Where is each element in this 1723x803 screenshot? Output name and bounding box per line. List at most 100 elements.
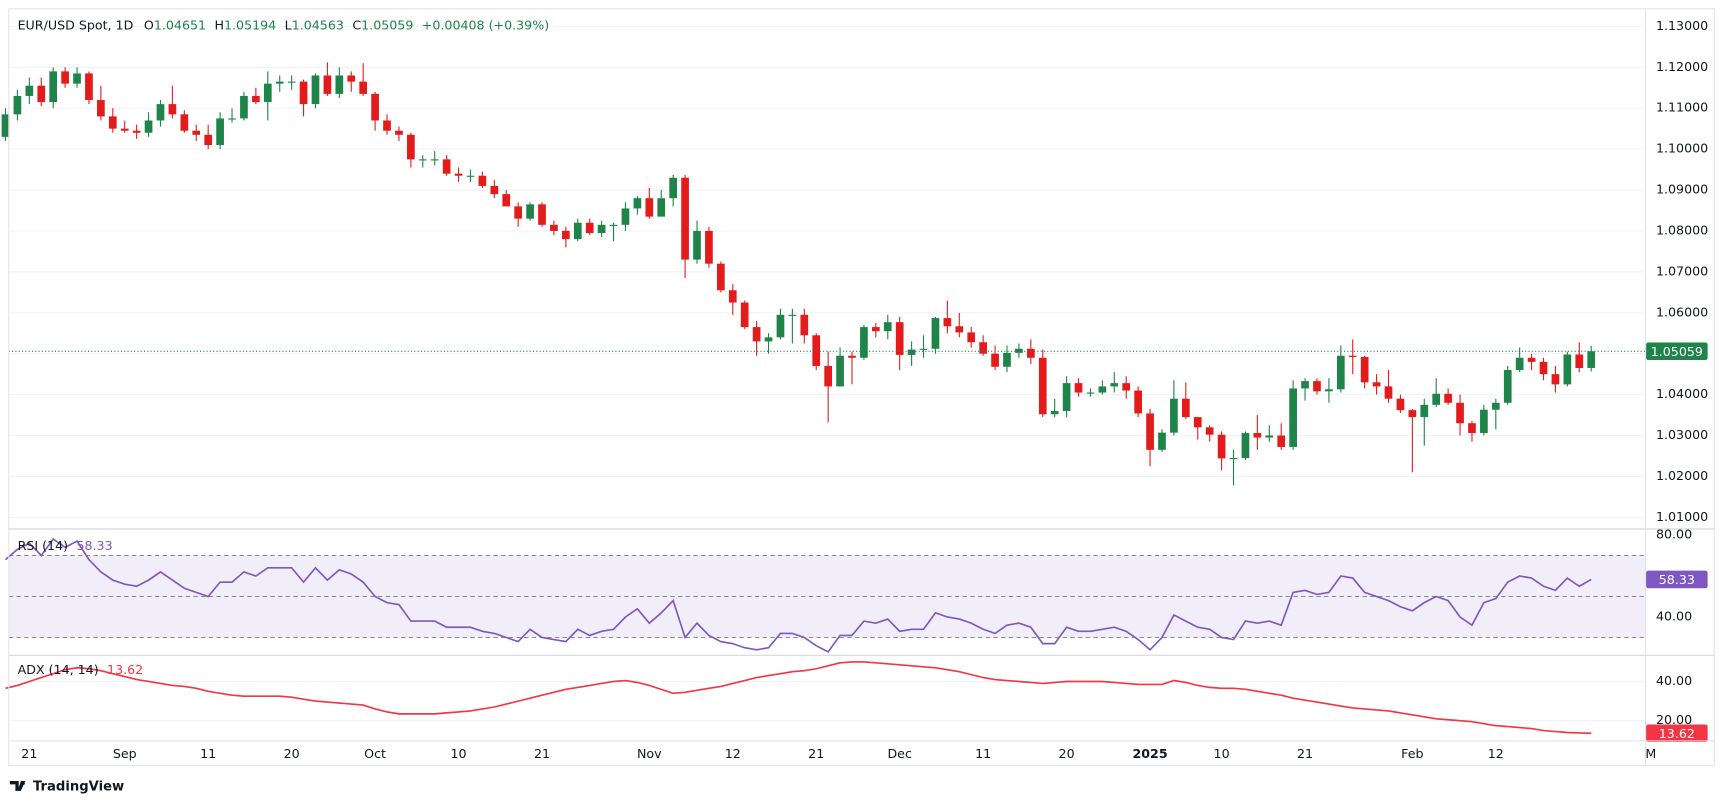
candle-body: [1062, 383, 1071, 411]
candle-body: [1515, 357, 1524, 371]
candle-body: [1026, 348, 1035, 358]
candle-body: [633, 198, 642, 209]
candle-body: [97, 100, 105, 117]
candle-body: [1146, 413, 1154, 450]
y-tick-label: 1.11000: [1656, 100, 1708, 115]
candle-body: [1313, 381, 1321, 392]
candle-body: [717, 263, 725, 291]
candle-body: [13, 95, 22, 115]
legend-header: EUR/USD Spot, 1D O1.04651 H1.05194 L1.04…: [18, 17, 550, 32]
candle-body: [1575, 354, 1584, 368]
candle-body: [1384, 386, 1393, 399]
candle-body: [597, 224, 606, 233]
candle-body: [871, 327, 880, 332]
candle-body: [168, 104, 177, 115]
logo-text: TradingView: [33, 780, 124, 795]
candle-body: [848, 355, 856, 358]
ohlc-value: 1.05059: [361, 17, 413, 32]
candle-body: [1289, 388, 1297, 447]
candle-body: [240, 95, 248, 119]
x-tick-label: 21: [534, 746, 550, 761]
y-tick-label: 1.08000: [1656, 222, 1708, 237]
candle-body: [204, 134, 213, 146]
y-tick-label: 1.13000: [1656, 18, 1708, 33]
candle-body: [466, 175, 475, 177]
candle-body: [1372, 382, 1381, 387]
y-tick-label: 40.00: [1656, 608, 1692, 623]
candle-body: [514, 206, 523, 219]
candle-body: [1503, 370, 1512, 403]
frame: [8, 8, 1715, 767]
candle-body: [991, 353, 999, 367]
candle-body: [1563, 354, 1572, 385]
last-value-box: [1646, 570, 1708, 589]
candle-body: [1587, 351, 1596, 368]
candle-body: [1, 114, 10, 137]
x-tick-label: 12: [725, 746, 741, 761]
adx-legend: ADX (14, 14) 13.62: [18, 662, 144, 677]
candle-body: [1348, 355, 1357, 357]
candle-body: [1217, 434, 1226, 459]
y-tick-label: 1.10000: [1656, 141, 1708, 156]
candle-body: [1229, 458, 1238, 460]
candle-body: [1468, 423, 1476, 434]
candle-body: [526, 204, 534, 219]
candle-body: [1086, 392, 1095, 394]
y-tick-label: 1.12000: [1656, 59, 1708, 74]
y-tick-label: 1.07000: [1656, 263, 1708, 278]
candle-body: [442, 159, 451, 174]
candle-body: [1551, 374, 1560, 385]
x-tick-label: 11: [200, 746, 216, 761]
y-tick-label: 1.09000: [1656, 182, 1708, 197]
candle-body: [669, 177, 678, 199]
symbol-title: EUR/USD Spot, 1D: [18, 17, 134, 32]
candle-body: [85, 73, 93, 101]
ohlc-value: 1.05194: [224, 17, 276, 32]
candle-body: [645, 198, 654, 217]
last-price-label: 1.05059: [1651, 344, 1703, 359]
candle-body: [883, 322, 892, 332]
candle-body: [1277, 435, 1286, 447]
candle-body: [299, 81, 308, 105]
candle-body: [347, 75, 356, 82]
candle-body: [156, 104, 165, 121]
candle-body: [1181, 398, 1190, 418]
candle-body: [919, 348, 928, 350]
candle-body: [49, 71, 58, 103]
candle-body: [263, 83, 272, 103]
x-tick-label: Oct: [364, 746, 386, 761]
candle-body: [550, 224, 558, 231]
ohlc-label: H: [215, 17, 225, 32]
candle-body: [562, 230, 570, 240]
last-value-box: [1646, 724, 1708, 743]
indicator-value: 13.62: [107, 662, 143, 677]
candle-body: [25, 85, 34, 96]
candle-body: [1122, 383, 1131, 391]
x-tick-label: 20: [1059, 746, 1075, 761]
candle-body: [657, 198, 666, 217]
candle-body: [800, 314, 809, 336]
candle-body: [1170, 398, 1178, 433]
indicator-value: 58.33: [76, 537, 112, 552]
candle-body: [836, 355, 844, 387]
candle-body: [1098, 386, 1107, 393]
x-tick-label: Dec: [887, 746, 911, 761]
indicator-line: [4, 537, 1592, 653]
candle-body: [728, 290, 737, 303]
candle-body: [454, 173, 463, 176]
candle-body: [252, 95, 260, 103]
candle-body: [1015, 348, 1023, 353]
candle-body: [907, 349, 916, 355]
candle-body: [812, 335, 821, 366]
candle-body: [1158, 432, 1166, 450]
candle-body: [955, 326, 964, 333]
candle-body: [967, 332, 976, 343]
x-tick-label: Feb: [1401, 746, 1423, 761]
ohlc-label: C: [352, 17, 361, 32]
logo: TradingView: [9, 780, 124, 795]
x-tick-label: 11: [975, 746, 991, 761]
candle-body: [1265, 435, 1274, 438]
last-value-label: 58.33: [1659, 572, 1695, 587]
candle-body: [1193, 417, 1202, 428]
